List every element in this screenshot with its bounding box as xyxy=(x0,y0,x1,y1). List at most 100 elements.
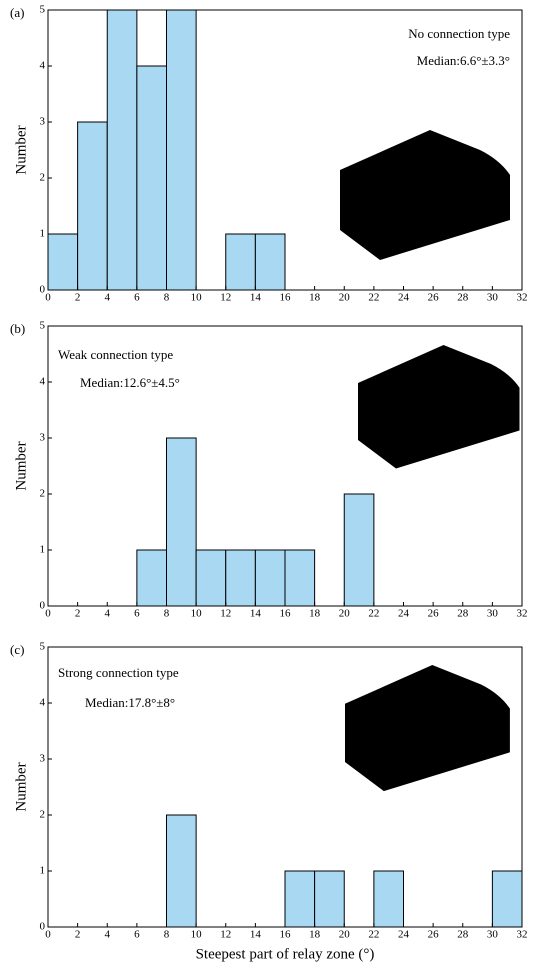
x-tick-label: 6 xyxy=(134,929,140,941)
bar xyxy=(166,9,197,291)
bar xyxy=(254,233,286,291)
x-tick-label: 14 xyxy=(250,929,262,941)
x-tick-label: 4 xyxy=(105,929,111,941)
x-tick-label: 10 xyxy=(191,608,203,620)
bar xyxy=(136,65,167,291)
y-tick-label: 5 xyxy=(40,4,46,16)
x-tick-label: 6 xyxy=(134,608,140,620)
x-tick-label: 16 xyxy=(280,292,292,304)
bar xyxy=(225,549,256,607)
block-diagram xyxy=(340,130,510,260)
x-tick-label: 4 xyxy=(105,292,111,304)
bar xyxy=(284,549,316,607)
block-diagram xyxy=(345,665,510,792)
x-tick-label: 14 xyxy=(250,292,262,304)
x-tick-label: 8 xyxy=(164,929,170,941)
x-tick-label: 32 xyxy=(517,929,528,941)
x-tick-label: 12 xyxy=(220,608,231,620)
x-tick-label: 18 xyxy=(309,292,321,304)
bar xyxy=(166,814,197,928)
bar xyxy=(136,549,167,607)
y-tick-label: 1 xyxy=(40,865,46,877)
panel-label: (b) xyxy=(10,321,25,336)
x-tick-label: 20 xyxy=(339,929,351,941)
bar xyxy=(314,870,345,928)
x-tick-label: 30 xyxy=(487,608,499,620)
x-tick-label: 20 xyxy=(339,292,351,304)
x-tick-label: 2 xyxy=(75,608,81,620)
x-tick-label: 2 xyxy=(75,292,81,304)
y-tick-label: 4 xyxy=(40,376,46,388)
x-tick-label: 24 xyxy=(398,292,410,304)
x-tick-label: 28 xyxy=(457,929,469,941)
y-tick-label: 4 xyxy=(40,697,46,709)
x-tick-label: 16 xyxy=(280,929,292,941)
y-tick-label: 3 xyxy=(40,432,46,444)
x-tick-label: 24 xyxy=(398,929,410,941)
annotation: No connection type xyxy=(408,26,510,41)
bar xyxy=(254,549,286,607)
annotation: Weak connection type xyxy=(58,347,173,362)
x-tick-label: 8 xyxy=(164,292,170,304)
annotation: Strong connection type xyxy=(58,665,179,680)
x-tick-label: 26 xyxy=(428,292,440,304)
x-tick-label: 32 xyxy=(517,292,528,304)
x-tick-label: 26 xyxy=(428,608,440,620)
x-tick-label: 0 xyxy=(45,929,51,941)
y-tick-label: 1 xyxy=(40,228,46,240)
x-tick-label: 10 xyxy=(191,292,203,304)
x-tick-label: 28 xyxy=(457,292,469,304)
bar xyxy=(195,549,227,607)
bar xyxy=(77,121,108,291)
bar xyxy=(166,437,197,607)
x-tick-label: 6 xyxy=(134,292,140,304)
y-axis-label: Number xyxy=(13,441,29,490)
x-tick-label: 16 xyxy=(280,608,292,620)
x-tick-label: 0 xyxy=(45,292,51,304)
x-tick-label: 8 xyxy=(164,608,170,620)
x-tick-label: 22 xyxy=(368,608,379,620)
bar xyxy=(343,493,375,607)
x-tick-label: 20 xyxy=(339,608,351,620)
y-tick-label: 2 xyxy=(40,488,46,500)
y-tick-label: 2 xyxy=(40,809,46,821)
bar xyxy=(225,233,256,291)
x-tick-label: 22 xyxy=(368,292,379,304)
y-tick-label: 0 xyxy=(40,284,46,296)
x-tick-label: 30 xyxy=(487,292,499,304)
y-tick-label: 2 xyxy=(40,172,46,184)
x-tick-label: 32 xyxy=(517,608,528,620)
x-axis-label: Steepest part of relay zone (°) xyxy=(196,946,375,962)
x-tick-label: 10 xyxy=(191,929,203,941)
y-tick-label: 3 xyxy=(40,116,46,128)
y-tick-label: 1 xyxy=(40,544,46,556)
x-tick-label: 12 xyxy=(220,929,231,941)
y-axis-label: Number xyxy=(13,762,29,811)
y-axis-label: Number xyxy=(13,125,29,174)
x-tick-label: 12 xyxy=(220,292,231,304)
x-tick-label: 0 xyxy=(45,608,51,620)
panel-label: (a) xyxy=(10,5,24,20)
x-tick-label: 18 xyxy=(309,929,321,941)
x-tick-label: 14 xyxy=(250,608,262,620)
y-tick-label: 0 xyxy=(40,921,46,933)
y-tick-label: 5 xyxy=(40,641,46,653)
x-tick-label: 28 xyxy=(457,608,469,620)
bar xyxy=(491,870,523,928)
x-tick-label: 22 xyxy=(368,929,379,941)
x-tick-label: 26 xyxy=(428,929,440,941)
y-tick-label: 0 xyxy=(40,600,46,612)
x-tick-label: 30 xyxy=(487,929,499,941)
y-tick-label: 3 xyxy=(40,753,46,765)
bar xyxy=(47,233,79,291)
y-tick-label: 4 xyxy=(40,60,46,72)
bar xyxy=(373,870,404,928)
x-tick-label: 18 xyxy=(309,608,321,620)
panel-label: (c) xyxy=(10,642,24,657)
x-tick-label: 4 xyxy=(105,608,111,620)
bar xyxy=(284,870,316,928)
x-tick-label: 24 xyxy=(398,608,410,620)
block-diagram xyxy=(358,345,520,469)
bar xyxy=(106,9,138,291)
